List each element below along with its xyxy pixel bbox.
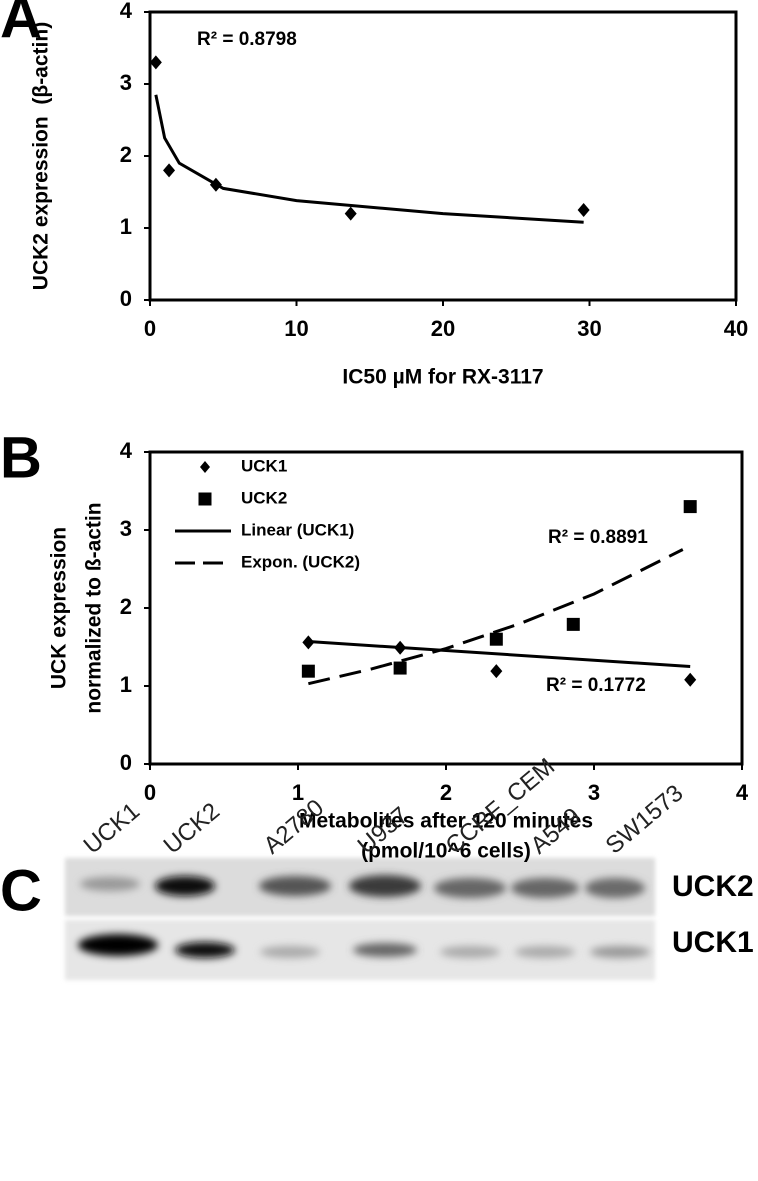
annotation: R² = 0.8798 — [197, 29, 297, 50]
band — [353, 943, 417, 957]
y-tick-label: 1 — [120, 214, 132, 239]
x-axis-label: IC50 µM for RX-3117 — [342, 366, 543, 389]
y-axis-label: normalized to ß-actin — [83, 502, 106, 713]
trend-line — [154, 94, 584, 224]
point — [163, 163, 176, 178]
trend-line — [308, 640, 691, 668]
annotation: R² = 0.1772 — [546, 675, 646, 696]
y-axis-label: UCK expression — [48, 527, 71, 689]
point — [566, 617, 580, 631]
panel-label: C — [0, 858, 42, 923]
y-tick-label: 3 — [120, 516, 132, 541]
point — [301, 664, 315, 678]
band — [260, 946, 320, 958]
legend-marker — [198, 492, 212, 506]
band — [515, 946, 575, 958]
x-tick-label: 10 — [284, 316, 308, 341]
blot-row-label: UCK2 — [672, 870, 754, 903]
band — [155, 876, 215, 896]
x-tick-label: 3 — [588, 780, 600, 805]
band — [434, 878, 506, 898]
legend-label: Linear (UCK1) — [241, 520, 354, 539]
point — [577, 203, 590, 217]
y-tick-label: 4 — [120, 0, 133, 23]
x-tick-label: 40 — [724, 316, 748, 341]
band — [440, 946, 500, 958]
band — [78, 934, 158, 956]
x-tick-label: 2 — [440, 780, 452, 805]
point — [683, 500, 697, 514]
panel-label: B — [0, 425, 42, 490]
legend-label: Expon. (UCK2) — [241, 552, 360, 571]
band — [349, 875, 421, 897]
lane-label: UCK2 — [159, 798, 225, 860]
y-axis-label: UCK2 expression (β-actin) — [30, 22, 53, 290]
lane-label: UCK1 — [79, 798, 145, 860]
legend-label: UCK2 — [241, 488, 287, 507]
x-tick-label: 0 — [144, 780, 156, 805]
band — [175, 942, 235, 958]
y-tick-label: 4 — [120, 438, 133, 463]
point — [149, 55, 162, 70]
panel-label: A — [0, 0, 42, 50]
x-tick-label: 20 — [431, 316, 455, 341]
point — [344, 206, 357, 221]
band — [590, 946, 650, 958]
band — [585, 878, 645, 898]
blot-row-label: UCK1 — [672, 926, 754, 959]
point — [684, 672, 697, 687]
x-axis-label: (pmol/10^6 cells) — [361, 840, 531, 863]
band — [80, 877, 140, 891]
band — [259, 876, 331, 896]
lane-label: SW1573 — [601, 780, 689, 860]
y-tick-label: 2 — [120, 594, 132, 619]
x-tick-label: 1 — [292, 780, 304, 805]
trend-line — [308, 548, 684, 686]
point — [489, 632, 503, 646]
x-axis-label: Metabolites after 120 minutes — [299, 810, 593, 833]
x-tick-label: 30 — [577, 316, 601, 341]
plot-frame — [148, 450, 744, 766]
legend-marker — [200, 461, 210, 473]
y-tick-label: 0 — [120, 286, 132, 311]
y-tick-label: 1 — [120, 672, 132, 697]
point — [490, 664, 503, 679]
legend-label: UCK1 — [241, 456, 287, 475]
y-tick-label: 2 — [120, 142, 132, 167]
annotation: R² = 0.8891 — [548, 527, 648, 548]
point — [393, 661, 407, 675]
y-tick-label: 3 — [120, 70, 132, 95]
plot-frame — [148, 10, 738, 302]
band — [511, 878, 579, 898]
western-blot — [65, 858, 655, 980]
x-tick-label: 0 — [144, 316, 156, 341]
y-tick-label: 0 — [120, 750, 132, 775]
x-tick-label: 4 — [736, 780, 749, 805]
